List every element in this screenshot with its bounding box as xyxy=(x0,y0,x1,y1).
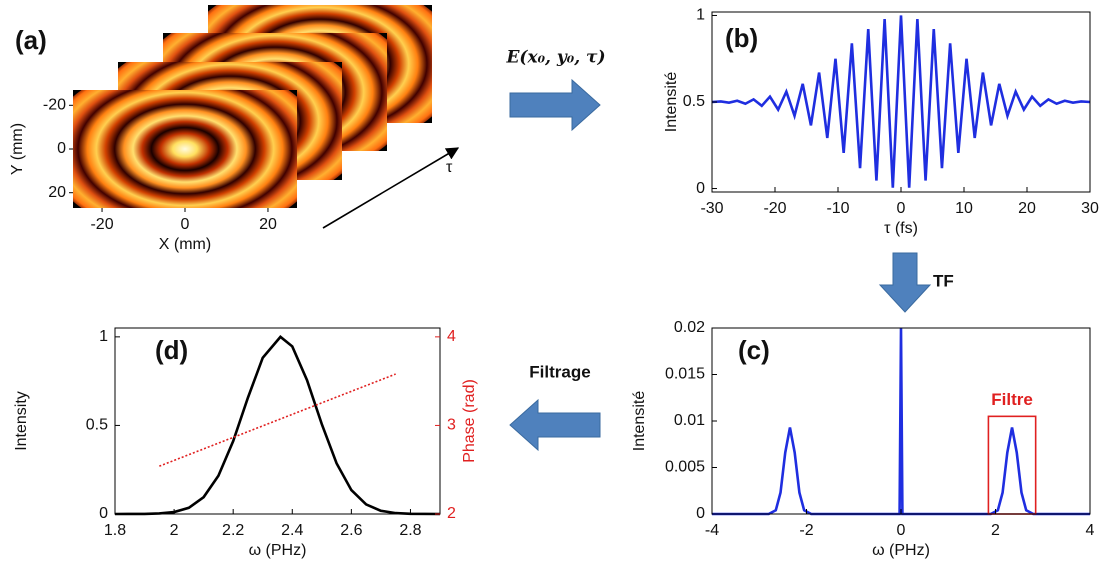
x-tick-label: 2.6 xyxy=(340,522,362,539)
y-tick-label: 0.01 xyxy=(674,412,705,429)
y-tick-label: 0 xyxy=(696,505,705,522)
x-tick-label: 2.4 xyxy=(281,522,303,539)
x-tick-label: 0 xyxy=(897,522,906,539)
x-tick-label: -4 xyxy=(705,522,719,539)
x-tick-label: 0 xyxy=(181,216,190,233)
y2-tick-label: 4 xyxy=(447,328,456,345)
panel-label: (b) xyxy=(725,23,758,53)
y2-axis-label: Phase (rad) xyxy=(461,379,478,463)
arrow-right xyxy=(509,78,601,132)
y-tick-label: 0.5 xyxy=(683,93,705,110)
interference-rings xyxy=(73,90,297,208)
x-tick-label: 0 xyxy=(897,200,906,217)
x-tick-label: 1.8 xyxy=(104,522,126,539)
y-tick-label: 1 xyxy=(99,328,108,345)
arrow-left xyxy=(509,398,601,452)
y-axis-label: Intensité xyxy=(663,72,680,133)
x-tick-label: 10 xyxy=(955,200,973,217)
data-line xyxy=(114,335,441,516)
y-axis-label: Intensity xyxy=(13,391,30,451)
y-tick-label: 0 xyxy=(696,180,705,197)
y-tick-label: 0.5 xyxy=(86,417,108,434)
x-tick-label: -20 xyxy=(90,216,113,233)
data-line xyxy=(159,373,396,467)
x-tick-label: 2.8 xyxy=(399,522,421,539)
x-axis-label: X (mm) xyxy=(159,236,211,253)
filtering-label: Filtrage xyxy=(529,362,590,381)
x-tick-label: 2 xyxy=(991,522,1000,539)
x-tick-label: 20 xyxy=(259,216,277,233)
y-tick-label: 0.015 xyxy=(665,366,705,383)
x-tick-label: 4 xyxy=(1086,522,1095,539)
field-label: E(x₀, y₀, τ) xyxy=(505,48,605,68)
x-axis-label: ω (PHz) xyxy=(249,542,307,559)
y-tick-label: 20 xyxy=(48,184,66,201)
x-axis-label: ω (PHz) xyxy=(872,542,930,559)
x-tick-label: 2.2 xyxy=(222,522,244,539)
x-tick-label: -30 xyxy=(700,200,723,217)
axes-frame xyxy=(114,327,441,515)
panel-label: (c) xyxy=(738,335,770,365)
y-tick-label: 0 xyxy=(57,140,66,157)
stack-label: τ xyxy=(446,159,453,176)
y-axis-label: Intensité xyxy=(631,391,648,452)
stack-arrow xyxy=(322,147,460,229)
panel-label: (a) xyxy=(15,25,47,55)
arrow-down xyxy=(878,252,932,313)
transform-label: TF xyxy=(933,271,954,290)
y-tick-label: 0.02 xyxy=(674,319,705,336)
filter-label: Filtre xyxy=(991,390,1033,409)
y-tick-label: 0 xyxy=(99,505,108,522)
y-axis-label: Y (mm) xyxy=(9,123,26,175)
x-axis-label: τ (fs) xyxy=(884,220,918,237)
y2-tick-label: 3 xyxy=(447,417,456,434)
x-tick-label: 2 xyxy=(170,522,179,539)
data-line xyxy=(711,15,1091,188)
y-tick-label: 1 xyxy=(696,7,705,24)
x-tick-label: -20 xyxy=(763,200,786,217)
y-tick-label: 0.005 xyxy=(665,459,705,476)
panel-label: (d) xyxy=(155,335,188,365)
x-tick-label: 20 xyxy=(1018,200,1036,217)
y-tick-label: -20 xyxy=(43,97,66,114)
x-tick-label: -2 xyxy=(799,522,813,539)
x-tick-label: 30 xyxy=(1081,200,1099,217)
x-tick-label: -10 xyxy=(826,200,849,217)
y2-tick-label: 2 xyxy=(447,505,456,522)
